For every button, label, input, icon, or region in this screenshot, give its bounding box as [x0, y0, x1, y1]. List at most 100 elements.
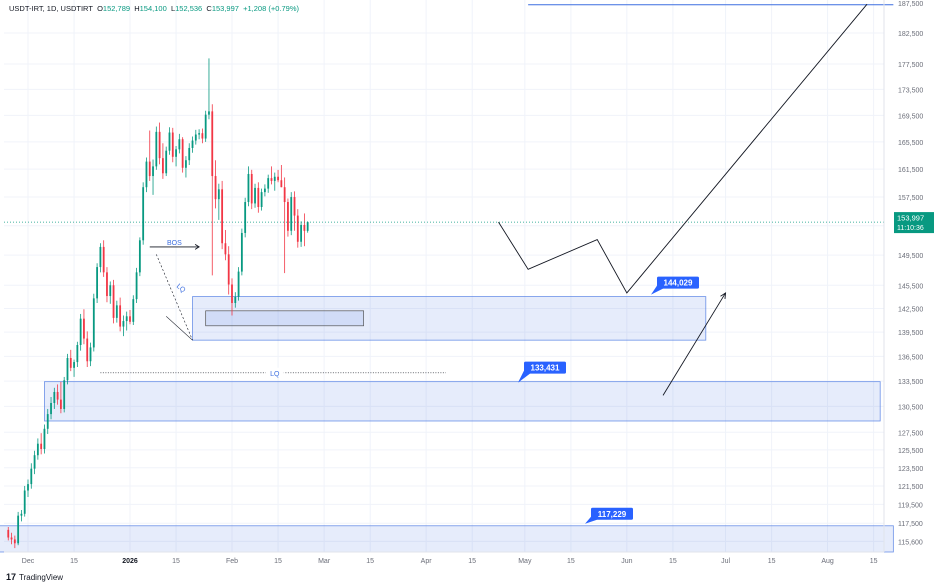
countdown-text: 11:10:36	[897, 225, 924, 232]
last-price-text: 153,997	[897, 214, 924, 223]
candle-body	[10, 537, 13, 540]
drawings: BOS LQ LQ 144,029 133,431 117,229	[4, 3, 894, 524]
candle-body	[303, 224, 306, 231]
candle-body	[92, 298, 95, 348]
open-value: 152,789	[102, 4, 131, 13]
lq-label-diagonal: LQ	[175, 283, 187, 295]
candle-body	[152, 166, 154, 177]
price-tick-label: 130,500	[898, 404, 923, 411]
candle-body	[79, 318, 82, 345]
grid	[4, 0, 884, 552]
candle-body	[194, 134, 197, 141]
price-tick-label: 121,500	[898, 484, 923, 491]
candle-body	[96, 267, 99, 299]
candle-body	[53, 391, 56, 403]
lq-diagonal	[156, 254, 193, 341]
bos-label: BOS	[167, 240, 182, 247]
close-value: 153,997	[211, 4, 239, 13]
price-tick-label: 119,500	[898, 502, 923, 509]
price-tick-label: 117,500	[898, 521, 923, 528]
candle-body	[86, 338, 89, 362]
time-tick-label: Jul	[721, 558, 730, 565]
price-tick-label-partial: 187,500	[898, 1, 923, 8]
candle-body	[66, 357, 69, 381]
candle-body	[89, 347, 92, 362]
candle-body	[59, 399, 62, 409]
candle-body	[132, 299, 135, 322]
candle-body	[287, 202, 289, 231]
time-tick-label: 15	[70, 558, 78, 565]
time-tick-label: Feb	[226, 558, 238, 565]
time-tick-label: Dec	[22, 558, 35, 565]
badge-pointer	[651, 285, 663, 295]
candle-body	[247, 173, 250, 203]
time-tick-label: Aug	[821, 558, 834, 565]
candle-body	[263, 188, 266, 193]
candle-body	[293, 197, 296, 216]
candle-body	[257, 187, 260, 207]
candle-body	[33, 455, 36, 469]
demand-zone	[0, 525, 894, 553]
price-tick-label: 125,500	[898, 448, 923, 455]
price-axis[interactable]: 115,600 117,500 119,500 121,500 123,500 125,5…	[883, 0, 934, 552]
candle-body	[142, 187, 145, 241]
candle-body	[277, 176, 279, 181]
candle-body	[191, 140, 194, 148]
time-tick-label: 15	[274, 558, 282, 565]
candle-body	[201, 133, 204, 139]
price-tick-label: 173,500	[898, 87, 923, 94]
candle-body	[50, 402, 52, 415]
candle-body	[280, 180, 283, 188]
candle-body	[260, 192, 263, 207]
candle-body	[40, 443, 43, 449]
price-badge	[591, 507, 633, 520]
candle-body	[178, 139, 181, 150]
candle-body	[23, 490, 26, 514]
price-tick-label: 169,500	[898, 113, 923, 120]
time-tick-label: 15	[366, 558, 374, 565]
candle-body	[99, 246, 102, 268]
price-badge	[657, 276, 699, 289]
time-tick-label: Jun	[621, 558, 632, 565]
symbol-title: USDT-IRT, 1D, USDTIRT	[9, 4, 93, 13]
candle-body	[208, 111, 210, 115]
candle-body	[135, 272, 138, 300]
price-badge-text: 117,229	[598, 510, 627, 519]
candle-body	[83, 318, 85, 339]
price-tick-label: 177,500	[898, 62, 923, 69]
tradingview-watermark[interactable]: 17 TradingView	[6, 572, 63, 582]
candle-body	[250, 173, 253, 204]
candle-body	[244, 202, 247, 233]
candle-body	[158, 131, 161, 159]
projection-arrow	[662, 292, 726, 396]
projection-path	[498, 3, 868, 294]
arrow-head	[720, 292, 727, 299]
candle-body	[13, 539, 16, 544]
candle-body	[145, 161, 148, 188]
demand-zone	[44, 381, 881, 422]
candle-body	[165, 150, 168, 174]
candle-body	[122, 321, 125, 327]
candle-body	[175, 149, 177, 157]
candle-body	[171, 132, 174, 157]
candle-body	[270, 178, 273, 181]
candle-body	[306, 222, 309, 231]
candle-body	[188, 147, 191, 161]
symbol-header: USDT-IRT, 1D, USDTIRT O152,789 H154,100 …	[9, 4, 299, 13]
time-axis[interactable]: Dec 15 2026 15 Feb 15 Mar 15 Apr 15 May 15 Jun 15 Jul 1…	[4, 551, 884, 565]
candle-body	[155, 131, 158, 167]
low-value: 152,536	[175, 4, 203, 13]
last-price-badge	[894, 212, 934, 234]
candle-body	[204, 114, 207, 139]
watermark-text: TradingView	[19, 572, 64, 582]
candle-body	[185, 160, 187, 168]
candle-body	[115, 305, 118, 318]
time-tick-label: 2026	[122, 558, 138, 565]
candle-body	[102, 246, 105, 273]
candle-body	[217, 189, 220, 200]
close-label: C	[206, 4, 212, 13]
lq-label-bg	[265, 367, 284, 378]
tradingview-logo-icon: 17	[6, 572, 17, 582]
candle-body	[231, 284, 233, 304]
